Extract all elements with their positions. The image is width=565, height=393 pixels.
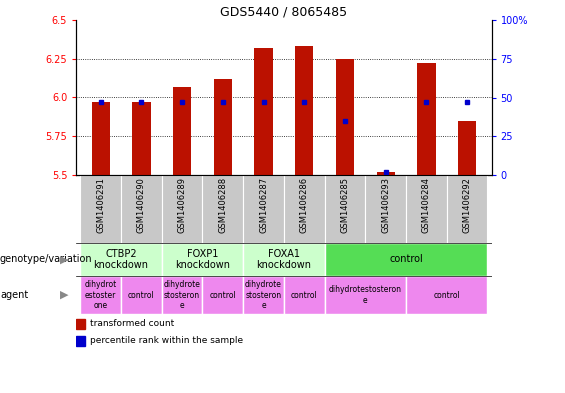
- Bar: [121, 276, 162, 314]
- Text: ▶: ▶: [59, 290, 68, 300]
- Bar: [417, 63, 436, 175]
- Bar: [202, 276, 243, 314]
- Bar: [92, 102, 110, 175]
- Text: FOXP1
knockdown: FOXP1 knockdown: [175, 249, 230, 270]
- Bar: [295, 46, 314, 175]
- Bar: [162, 276, 202, 314]
- Bar: [366, 175, 406, 243]
- Text: GSM1406286: GSM1406286: [300, 177, 308, 233]
- Text: control: control: [389, 255, 423, 264]
- Text: dihydrote
stosteron
e: dihydrote stosteron e: [164, 280, 201, 310]
- Text: dihydrot
estoster
one: dihydrot estoster one: [85, 280, 117, 310]
- Text: control: control: [433, 290, 460, 299]
- Text: GSM1406291: GSM1406291: [96, 177, 105, 233]
- Text: control: control: [210, 290, 236, 299]
- Bar: [243, 175, 284, 243]
- Text: control: control: [291, 290, 318, 299]
- Text: GSM1406284: GSM1406284: [422, 177, 431, 233]
- Bar: [132, 102, 151, 175]
- Text: CTBP2
knockdown: CTBP2 knockdown: [94, 249, 149, 270]
- Bar: [325, 243, 488, 276]
- Text: ▶: ▶: [59, 255, 68, 264]
- Bar: [243, 276, 284, 314]
- Bar: [254, 48, 273, 175]
- Text: GSM1406292: GSM1406292: [463, 177, 472, 233]
- Bar: [121, 175, 162, 243]
- Bar: [243, 243, 325, 276]
- Bar: [376, 172, 395, 175]
- Bar: [80, 276, 121, 314]
- Text: GSM1406288: GSM1406288: [218, 177, 227, 233]
- Bar: [173, 86, 192, 175]
- Bar: [214, 79, 232, 175]
- Text: genotype/variation: genotype/variation: [0, 255, 93, 264]
- Text: dihydrotestosteron
e: dihydrotestosteron e: [329, 285, 402, 305]
- Bar: [76, 336, 85, 345]
- Title: GDS5440 / 8065485: GDS5440 / 8065485: [220, 6, 347, 19]
- Text: control: control: [128, 290, 155, 299]
- Text: GSM1406287: GSM1406287: [259, 177, 268, 233]
- Bar: [202, 175, 243, 243]
- Bar: [406, 175, 447, 243]
- Text: dihydrote
stosteron
e: dihydrote stosteron e: [245, 280, 282, 310]
- Text: agent: agent: [0, 290, 28, 300]
- Bar: [162, 243, 243, 276]
- Text: transformed count: transformed count: [90, 319, 174, 328]
- Bar: [162, 175, 202, 243]
- Bar: [458, 121, 476, 175]
- Text: FOXA1
knockdown: FOXA1 knockdown: [257, 249, 311, 270]
- Text: GSM1406290: GSM1406290: [137, 177, 146, 233]
- Bar: [325, 276, 406, 314]
- Bar: [284, 276, 325, 314]
- Text: percentile rank within the sample: percentile rank within the sample: [90, 336, 243, 345]
- Bar: [447, 175, 488, 243]
- Text: GSM1406285: GSM1406285: [341, 177, 350, 233]
- Text: GSM1406289: GSM1406289: [177, 177, 186, 233]
- Bar: [284, 175, 325, 243]
- Bar: [80, 175, 121, 243]
- Bar: [80, 243, 162, 276]
- Bar: [325, 175, 366, 243]
- Text: GSM1406293: GSM1406293: [381, 177, 390, 233]
- Bar: [76, 319, 85, 329]
- Bar: [406, 276, 488, 314]
- Bar: [336, 59, 354, 175]
